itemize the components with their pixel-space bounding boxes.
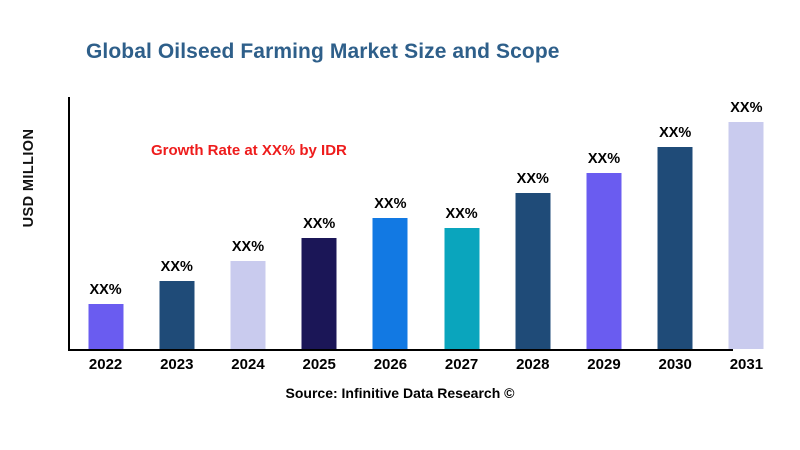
bar-group: XX% [568,97,639,349]
bar-group: XX% [426,97,497,349]
bar-group: XX% [141,97,212,349]
bar[interactable] [159,280,195,349]
growth-rate-annotation: Growth Rate at XX% by IDR [151,142,347,159]
bar[interactable] [230,260,266,349]
bar-group: XX% [640,97,711,349]
bar[interactable] [444,228,480,349]
x-tick-2027: 2027 [444,356,479,373]
x-axis-line [68,349,733,351]
bar-group: XX% [497,97,568,349]
bar-group: XX% [212,97,283,349]
x-tick-2025: 2025 [302,356,336,373]
plot-area: XX% XX% XX% XX% XX% XX% XX% XX% XX% XX% [70,97,782,349]
bar-value-label: XX% [303,216,336,233]
bar-value-label: XX% [730,100,763,117]
bar[interactable] [372,217,408,349]
bar[interactable] [657,147,693,349]
bar[interactable] [586,172,622,349]
x-tick-2023: 2023 [160,356,194,373]
bar[interactable] [728,122,764,349]
bar-value-label: XX% [445,206,478,223]
bar-value-label: XX% [231,238,265,255]
bar-group: XX% [711,97,782,349]
x-tick-2030: 2030 [658,356,692,373]
bar-value-label: XX% [374,195,407,212]
bar[interactable] [301,238,337,349]
y-axis-label: USD MILLION [21,128,37,228]
source-note: Source: Infinitive Data Research © [285,385,515,401]
bar-value-label: XX% [89,281,122,298]
x-tick-2029: 2029 [587,356,621,373]
bar-group: XX% [70,97,141,349]
bar-group: XX% [284,97,355,349]
bar-group: XX% [355,97,426,349]
bar-value-label: XX% [160,258,193,275]
x-tick-2028: 2028 [516,356,550,373]
page-title: Global Oilseed Farming Market Size and S… [86,40,560,63]
x-tick-2026: 2026 [373,356,408,373]
y-axis-line [68,97,70,350]
bar[interactable] [515,192,551,349]
bar[interactable] [88,303,124,349]
bar-value-label: XX% [587,150,621,167]
x-tick-2031: 2031 [729,356,764,373]
bar-value-label: XX% [659,125,692,142]
x-tick-2024: 2024 [231,356,265,373]
bar-value-label: XX% [516,170,549,187]
x-tick-2022: 2022 [88,356,123,373]
